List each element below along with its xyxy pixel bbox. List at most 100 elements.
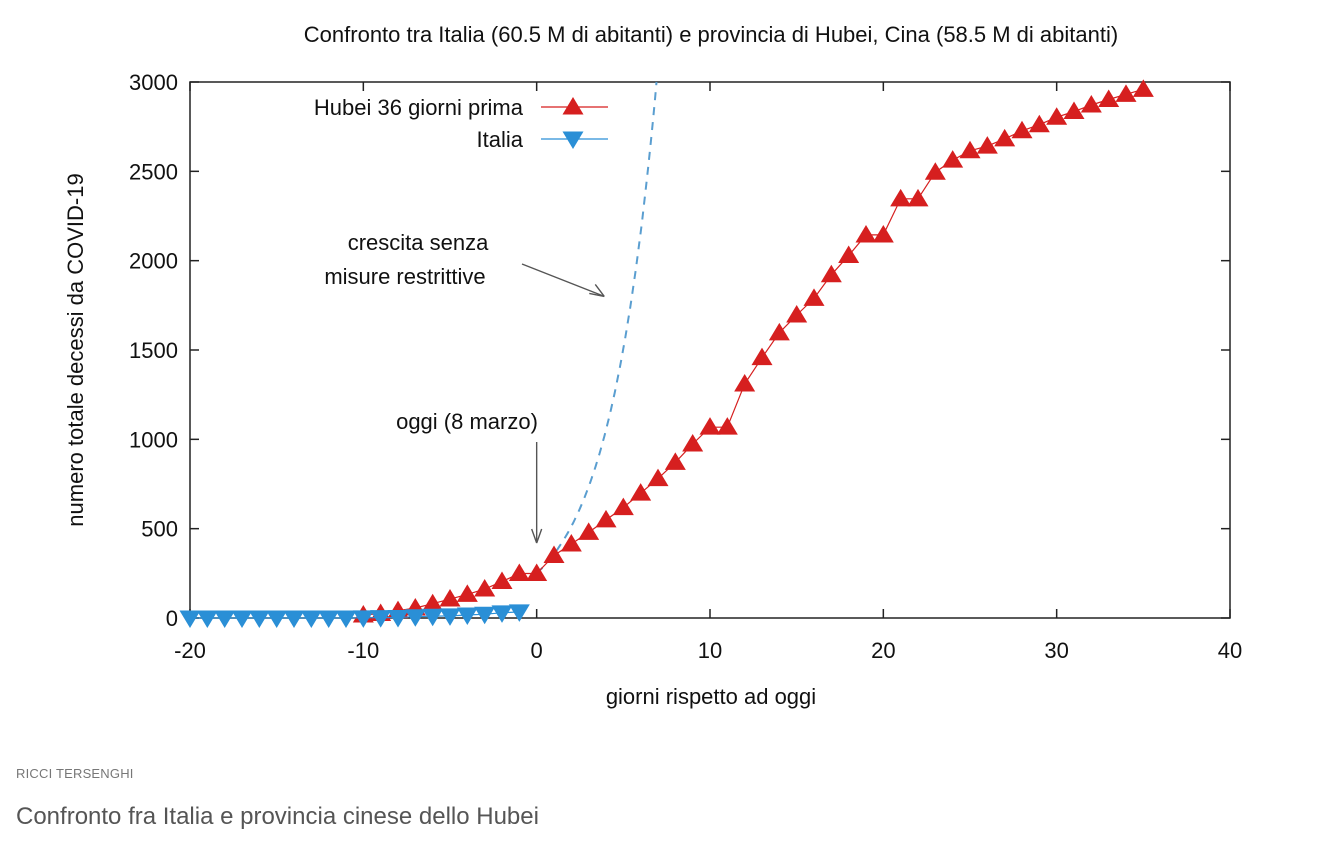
chart: Confronto tra Italia (60.5 M di abitanti… xyxy=(63,22,1242,709)
annotation-restrictive: crescita senza misure restrittive xyxy=(324,230,489,289)
y-tick-label: 500 xyxy=(141,517,178,542)
data-point xyxy=(352,610,374,628)
series-italia xyxy=(179,604,530,628)
data-point xyxy=(751,347,773,366)
data-point xyxy=(474,606,496,625)
y-tick-label: 2000 xyxy=(129,249,178,274)
data-point xyxy=(647,468,669,487)
data-point xyxy=(872,224,894,243)
legend-marker xyxy=(562,97,584,115)
data-point xyxy=(630,483,652,501)
data-point xyxy=(1046,107,1068,125)
arrow-head xyxy=(589,283,605,298)
data-point xyxy=(179,610,201,628)
data-point xyxy=(248,610,270,628)
data-point xyxy=(768,322,790,341)
data-point xyxy=(283,610,305,628)
data-point xyxy=(231,610,253,628)
data-point xyxy=(508,563,530,582)
data-point xyxy=(612,497,634,516)
annotation-line: crescita senza xyxy=(348,230,489,255)
data-point xyxy=(1115,84,1137,102)
x-tick-label: 0 xyxy=(531,638,543,663)
series-line xyxy=(363,88,1144,616)
image-caption: Confronto fra Italia e provincia cinese … xyxy=(16,803,539,830)
data-point xyxy=(855,224,877,243)
data-point xyxy=(422,608,444,627)
legend: Hubei 36 giorni prima Italia xyxy=(314,95,608,152)
data-point xyxy=(1063,101,1085,119)
data-point xyxy=(370,610,392,628)
legend-label: Italia xyxy=(477,127,524,152)
data-point xyxy=(716,417,738,435)
data-point xyxy=(422,593,444,612)
data-point xyxy=(976,136,998,154)
data-point xyxy=(1132,79,1154,97)
data-point xyxy=(404,609,426,627)
y-tick-label: 3000 xyxy=(129,70,178,95)
x-axis-label: giorni rispetto ad oggi xyxy=(606,684,816,709)
data-point xyxy=(699,417,721,435)
data-point xyxy=(1080,95,1102,113)
data-point xyxy=(786,304,808,323)
data-point xyxy=(387,609,409,628)
x-tick-label: -20 xyxy=(174,638,206,663)
data-point xyxy=(924,162,946,180)
plot-frame xyxy=(189,81,1231,619)
y-tick-label: 1500 xyxy=(129,338,178,363)
legend-marker xyxy=(562,131,584,149)
data-point xyxy=(1011,120,1033,139)
data-point xyxy=(439,608,461,626)
y-axis-label: numero totale decessi da COVID-19 xyxy=(63,173,88,526)
data-point xyxy=(578,522,600,540)
x-tick-label: 20 xyxy=(871,638,895,663)
data-point xyxy=(942,150,964,168)
x-tick-label: 10 xyxy=(698,638,722,663)
data-point xyxy=(318,610,340,628)
data-point xyxy=(300,610,322,628)
chart-title: Confronto tra Italia (60.5 M di abitanti… xyxy=(304,22,1118,47)
annotations-layer: crescita senza misure restrittive oggi (8 … xyxy=(324,230,605,544)
axes: -20 -10 0 10 20 30 40 0 500 1000 1500 2000 2500 3000 xyxy=(129,70,1242,663)
x-tick-label: 40 xyxy=(1218,638,1242,663)
data-point xyxy=(959,140,981,159)
data-point xyxy=(664,452,686,470)
data-point xyxy=(994,128,1016,147)
data-point xyxy=(491,605,513,623)
data-point xyxy=(890,188,912,207)
data-point xyxy=(196,610,218,628)
data-point xyxy=(560,534,582,552)
data-point xyxy=(439,589,461,607)
y-tick-label: 1000 xyxy=(129,427,178,452)
data-point xyxy=(508,604,530,622)
data-point xyxy=(474,579,496,597)
annotation-line: misure restrittive xyxy=(324,264,485,289)
exponential-curve xyxy=(536,81,658,575)
data-point xyxy=(682,433,704,452)
legend-label: Hubei 36 giorni prima xyxy=(314,95,524,120)
data-point xyxy=(266,610,288,628)
data-point xyxy=(543,545,565,563)
image-credit: RICCI TERSENGHI xyxy=(16,766,134,781)
data-point xyxy=(456,584,478,602)
data-point xyxy=(1098,89,1120,108)
data-point xyxy=(491,571,513,590)
x-tick-label: 30 xyxy=(1044,638,1068,663)
data-point xyxy=(820,264,842,283)
annotation-today: oggi (8 marzo) xyxy=(396,409,538,434)
data-point xyxy=(1028,114,1050,133)
data-point xyxy=(214,610,236,628)
data-point xyxy=(838,245,860,263)
arrow-head xyxy=(531,528,543,544)
data-point xyxy=(335,610,357,628)
data-point xyxy=(803,288,825,306)
data-point xyxy=(734,373,756,392)
data-point xyxy=(526,563,548,582)
data-point xyxy=(595,509,617,528)
data-point xyxy=(456,607,478,625)
series-hubei xyxy=(352,79,1154,623)
x-tick-label: -10 xyxy=(347,638,379,663)
y-tick-label: 0 xyxy=(166,606,178,631)
series-layer xyxy=(179,79,1154,628)
annotation-arrow xyxy=(521,263,605,298)
